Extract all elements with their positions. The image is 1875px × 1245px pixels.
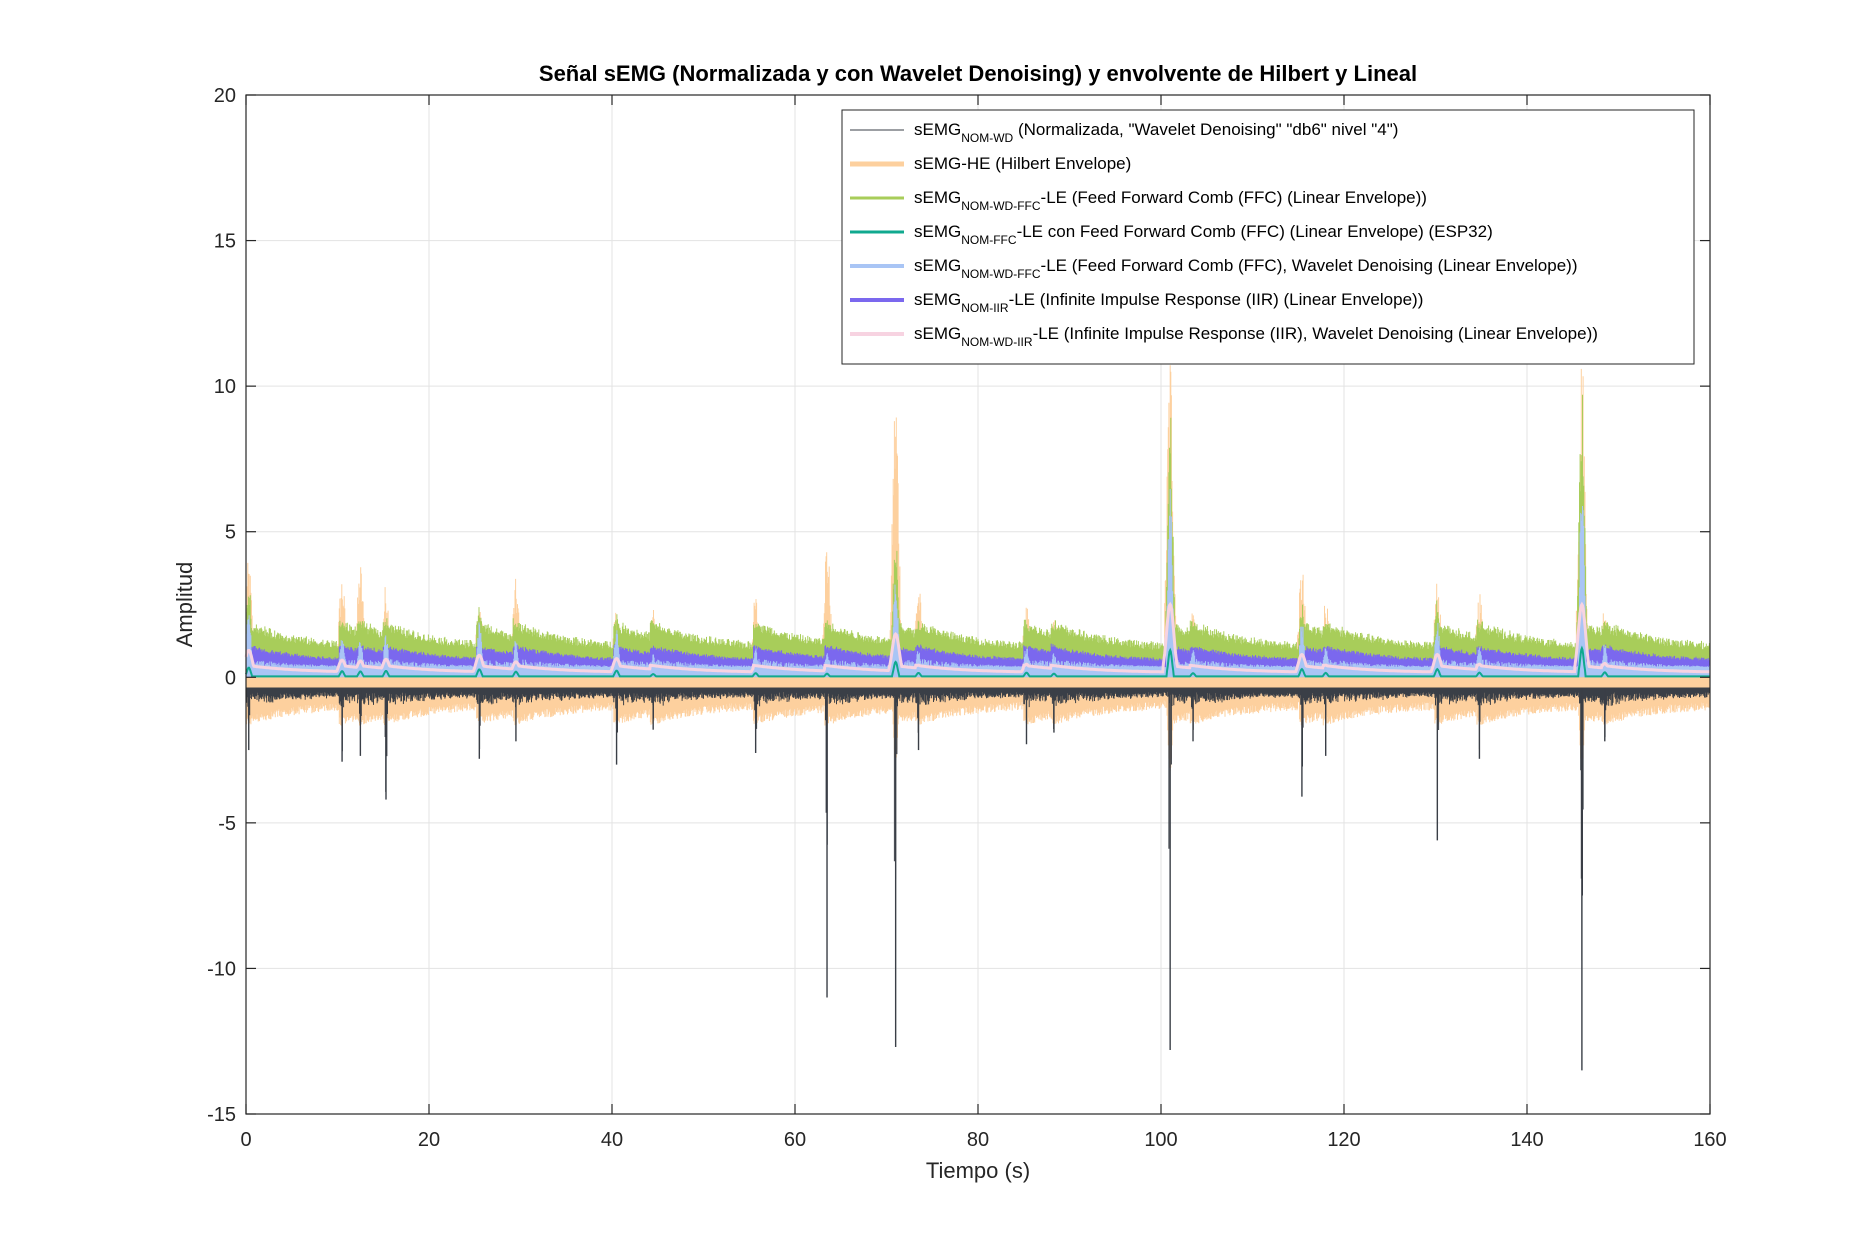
legend-entry: sEMG-HE (Hilbert Envelope) <box>914 154 1131 173</box>
chart-title: Señal sEMG (Normalizada y con Wavelet De… <box>539 61 1417 86</box>
x-tick-label: 0 <box>240 1129 251 1151</box>
y-tick-label: -5 <box>218 813 236 835</box>
y-tick-label: 10 <box>214 376 236 398</box>
x-tick-label: 120 <box>1327 1129 1360 1151</box>
y-tick-label: -10 <box>207 958 236 980</box>
x-tick-label: 100 <box>1144 1129 1177 1151</box>
x-tick-label: 60 <box>784 1129 806 1151</box>
x-axis-label: Tiempo (s) <box>926 1158 1030 1183</box>
y-tick-label: 15 <box>214 231 236 253</box>
wd-iir-linear-envelope-series <box>244 601 1710 674</box>
x-tick-label: 140 <box>1510 1129 1543 1151</box>
ffc-esp32-linear-envelope-series <box>245 645 1710 678</box>
x-tick-label: 20 <box>418 1129 440 1151</box>
legend-box <box>841 109 1695 365</box>
x-tick-label: 40 <box>601 1129 623 1151</box>
legend-entry: sEMGNOM-FFC-LE con Feed Forward Comb (FF… <box>914 222 1493 247</box>
y-tick-label: 5 <box>225 522 236 544</box>
legend-entry: sEMGNOM-WD (Normalizada, "Wavelet Denois… <box>914 120 1398 145</box>
legend-entry: sEMGNOM-WD-FFC-LE (Feed Forward Comb (FF… <box>914 188 1427 213</box>
y-tick-label: 20 <box>214 85 236 107</box>
x-tick-label: 80 <box>967 1129 989 1151</box>
x-tick-label: 160 <box>1693 1129 1726 1151</box>
legend-entry: sEMGNOM-IIR-LE (Infinite Impulse Respons… <box>914 290 1423 315</box>
legend-entry: sEMGNOM-WD-IIR-LE (Infinite Impulse Resp… <box>914 324 1598 349</box>
y-tick-label: -15 <box>207 1104 236 1126</box>
y-tick-label: 0 <box>225 667 236 689</box>
y-axis-label: Amplitud <box>172 562 197 648</box>
legend: sEMGNOM-WD (Normalizada, "Wavelet Denois… <box>841 109 1695 365</box>
axis-ticks: 0 20 40 60 80 100 120 140 160 -15 -10 -5 0 5 10 15 20 <box>207 85 1727 1151</box>
legend-entry: sEMGNOM-WD-FFC-LE (Feed Forward Comb (FF… <box>914 256 1578 281</box>
